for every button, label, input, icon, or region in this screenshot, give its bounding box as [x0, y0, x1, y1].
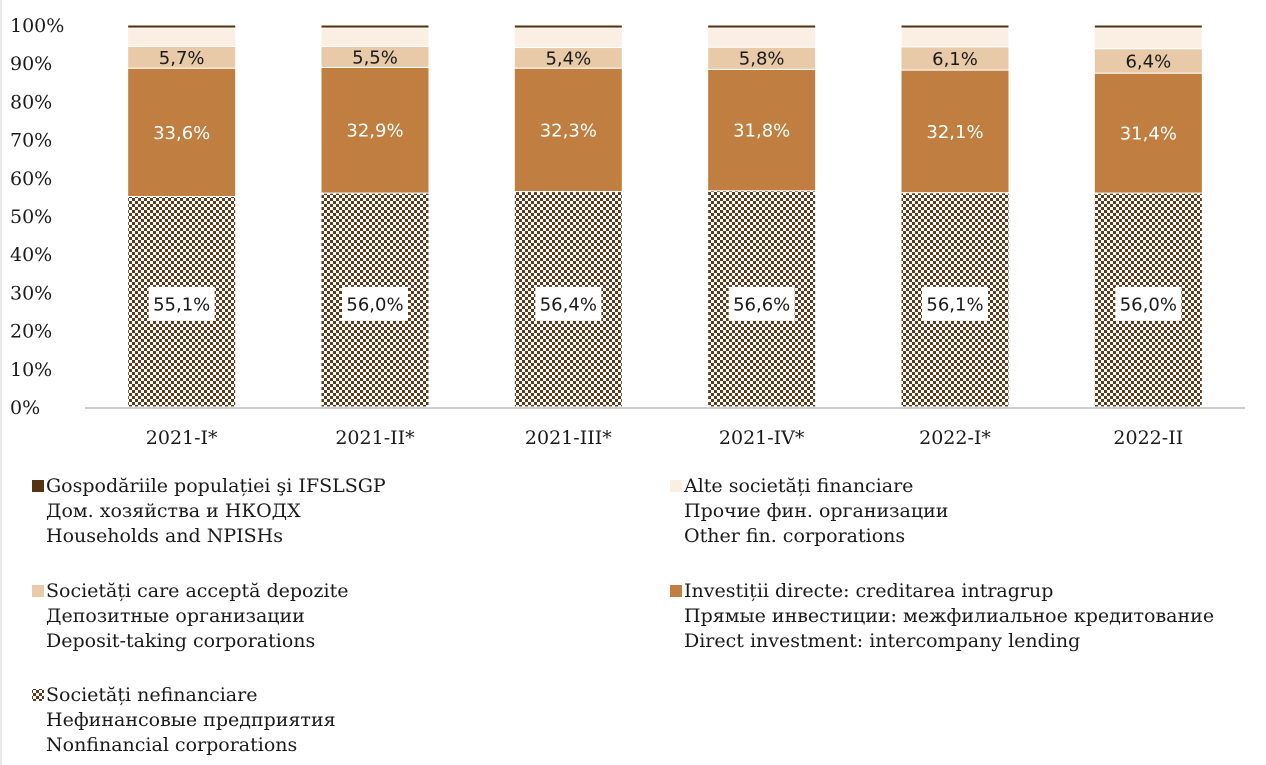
data-label-box	[728, 286, 795, 321]
bar-segment-households	[127, 24, 237, 29]
bar-segment-households	[707, 24, 817, 29]
x-tick-label: 2022-II	[1113, 427, 1183, 449]
y-axis: 0% 10% 20% 30% 40% 50% 60% 70% 80% 90% 100%	[10, 15, 64, 419]
data-label-nonfinancial: 56,4%	[540, 294, 597, 315]
legend-label-deposit_taking: Deposit-taking corporations	[46, 630, 315, 652]
y-tick-label: 10%	[10, 359, 52, 381]
legend-label-direct_investment: Investiții directe: creditarea intragrup	[684, 580, 1053, 602]
legend-label-deposit_taking: Societăți care acceptă depozite	[46, 580, 348, 602]
y-tick-label: 0%	[10, 397, 40, 419]
bar-segment-other_financial	[707, 27, 817, 48]
bar-segment-direct_investment	[513, 67, 623, 193]
y-tick-label: 60%	[10, 168, 52, 190]
x-tick-label: 2021-IV*	[719, 427, 805, 449]
legend-label-households: Gospodăriile populației şi IFSLSGP	[46, 475, 386, 497]
data-label-direct_investment: 31,8%	[733, 121, 790, 142]
bar-segment-other_financial	[1093, 27, 1203, 50]
data-label-nonfinancial: 56,0%	[1120, 294, 1177, 315]
legend-label-nonfinancial: Нефинансовые предприятия	[46, 709, 336, 731]
legend-swatch-other_financial	[670, 480, 682, 492]
bar-segment-other_financial	[513, 27, 623, 49]
y-tick-label: 50%	[10, 206, 52, 228]
bar-segment-other_financial	[900, 27, 1010, 48]
legend-label-other_financial: Прочие фин. организации	[684, 500, 948, 522]
bar-segment-other_financial	[127, 27, 237, 47]
legend-swatch-direct_investment	[670, 585, 682, 597]
data-label-direct_investment: 31,4%	[1120, 124, 1177, 145]
data-label-box	[1115, 286, 1182, 321]
bars: 55,1% 33,6% 5,7% 56,0% 32,9% 5,5% 56,4% 32,3% 5,…	[127, 24, 1203, 408]
y-tick-label: 70%	[10, 130, 52, 152]
bar-segment-households	[900, 24, 1010, 29]
data-label-box	[535, 286, 602, 321]
y-tick-label: 80%	[10, 91, 52, 113]
bar-segment-direct_investment	[900, 69, 1010, 194]
legend-label-deposit_taking: Депозитные организации	[46, 605, 305, 627]
legend-swatch-deposit_taking	[32, 585, 44, 597]
legend: Gospodăriile populației şi IFSLSGP Дом. х…	[32, 475, 1214, 756]
data-label-box	[342, 286, 408, 321]
y-tick-label: 90%	[10, 53, 52, 75]
bar-segment-households	[513, 24, 623, 29]
legend-label-nonfinancial: Societăți nefinanciare	[46, 684, 257, 706]
legend-swatch-nonfinancial	[32, 689, 44, 701]
data-label-deposit_taking: 5,5%	[352, 47, 398, 68]
data-label-direct_investment: 32,3%	[540, 120, 597, 141]
data-label-deposit_taking: 5,8%	[739, 49, 785, 70]
y-tick-label: 40%	[10, 244, 52, 266]
data-label-direct_investment: 32,9%	[346, 121, 403, 142]
x-tick-label: 2021-I*	[146, 427, 218, 449]
bar-segment-direct_investment	[127, 67, 237, 198]
data-label-direct_investment: 33,6%	[153, 123, 210, 144]
data-label-direct_investment: 32,1%	[926, 122, 983, 143]
x-tick-label: 2021-III*	[525, 427, 612, 449]
data-label-deposit_taking: 5,7%	[159, 48, 205, 69]
data-label-box	[148, 286, 215, 321]
legend-label-households: Дом. хозяйства и НКОДХ	[46, 500, 301, 522]
x-axis: 2021-I* 2021-II* 2021-III* 2021-IV* 2022-I* 2…	[146, 427, 1183, 449]
data-label-nonfinancial: 56,1%	[926, 294, 983, 315]
x-tick-label: 2021-II*	[335, 427, 415, 449]
bar-segment-direct_investment	[320, 66, 430, 194]
bar-segment-households	[320, 24, 430, 29]
y-tick-label: 100%	[10, 15, 64, 37]
legend-label-direct_investment: Direct investment: intercompany lending	[684, 630, 1080, 652]
data-label-nonfinancial: 56,6%	[733, 294, 790, 315]
x-tick-label: 2022-I*	[919, 427, 991, 449]
data-label-deposit_taking: 5,4%	[545, 48, 591, 69]
legend-swatch-households	[32, 480, 44, 492]
bar-segment-deposit_taking	[1093, 48, 1203, 74]
legend-label-direct_investment: Прямые инвестиции: межфилиальное кредито…	[684, 605, 1214, 627]
data-label-deposit_taking: 6,4%	[1125, 51, 1171, 72]
legend-label-other_financial: Other fin. corporations	[684, 525, 905, 547]
legend-label-other_financial: Alte societăți financiare	[683, 475, 913, 497]
legend-label-nonfinancial: Nonfinancial corporations	[46, 734, 297, 756]
data-label-deposit_taking: 6,1%	[932, 49, 978, 70]
bar-segment-other_financial	[320, 27, 430, 47]
y-tick-label: 20%	[10, 321, 52, 343]
data-label-nonfinancial: 56,0%	[346, 294, 403, 315]
bar-segment-direct_investment	[1093, 72, 1203, 194]
legend-label-households: Households and NPISHs	[46, 525, 283, 547]
data-label-box	[922, 286, 988, 321]
bar-segment-households	[1093, 24, 1203, 29]
data-label-nonfinancial: 55,1%	[153, 294, 210, 315]
y-tick-label: 30%	[10, 282, 52, 304]
